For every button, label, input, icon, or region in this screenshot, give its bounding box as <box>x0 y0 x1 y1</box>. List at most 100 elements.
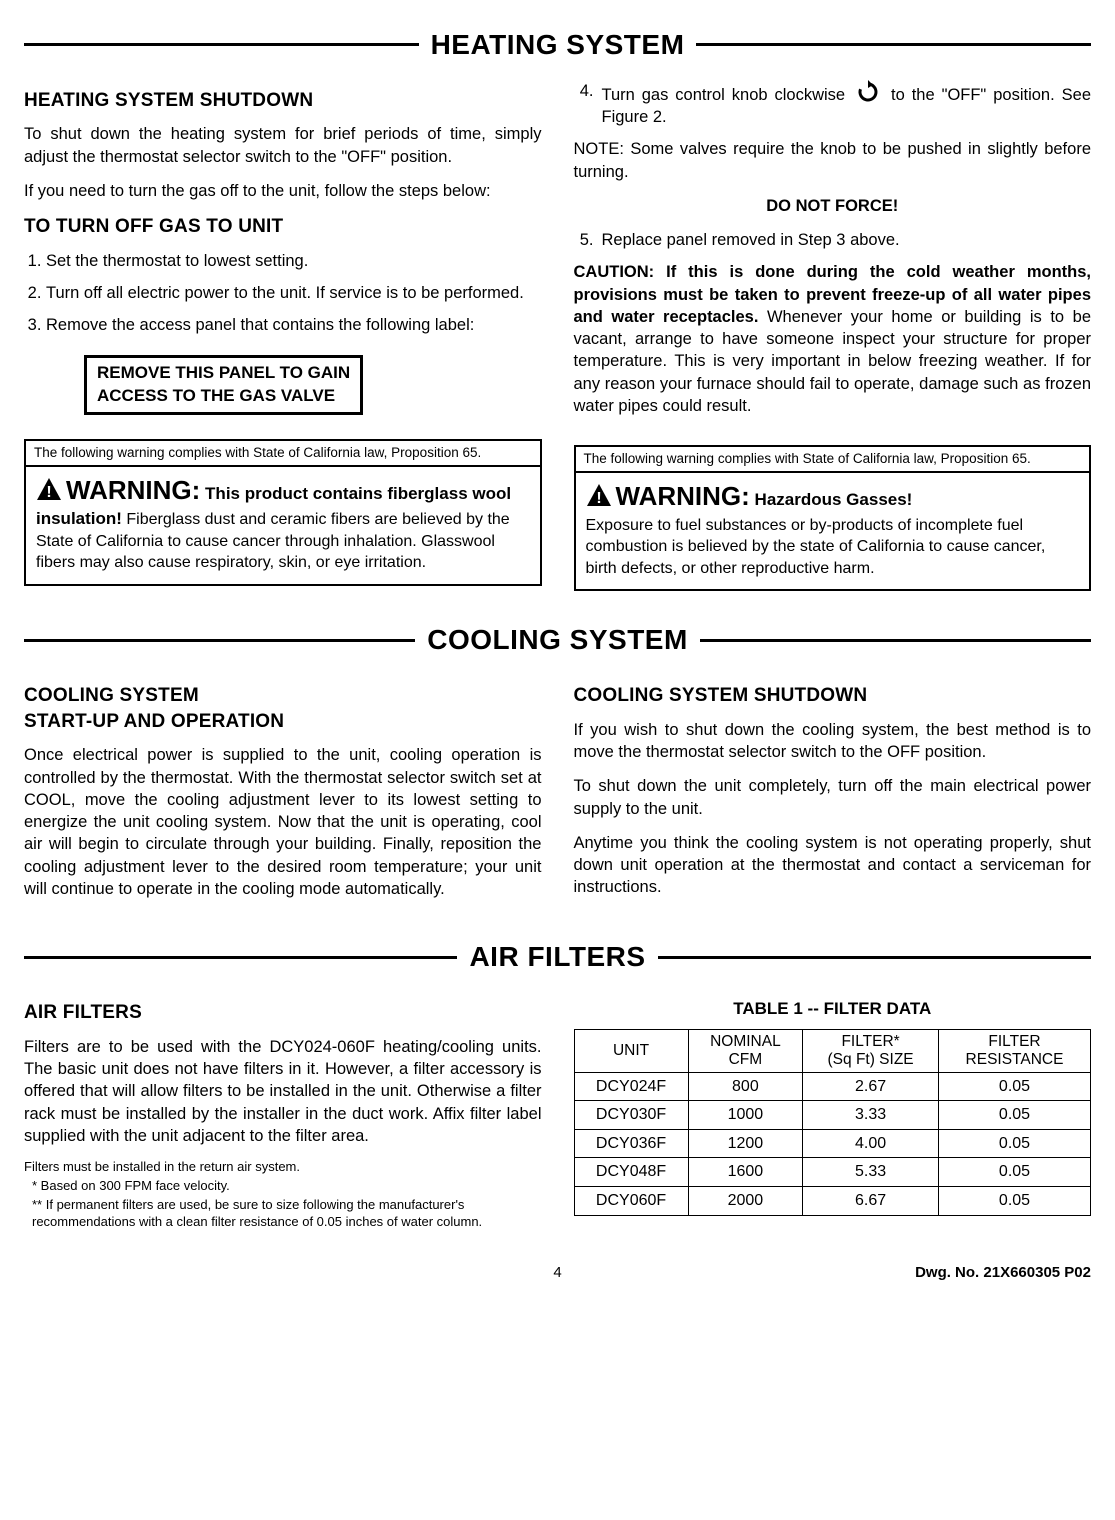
step4-pre: Turn gas control knob clockwise <box>602 86 853 104</box>
table-header: UNIT <box>574 1030 688 1073</box>
body-text: Anytime you think the cooling system is … <box>574 832 1092 899</box>
cooling-right-col: COOLING SYSTEM SHUTDOWN If you wish to s… <box>574 675 1092 912</box>
table-cell: 0.05 <box>939 1101 1091 1130</box>
turn-off-gas-heading: TO TURN OFF GAS TO UNIT <box>24 214 542 240</box>
table-header: NOMINAL CFM <box>688 1030 803 1073</box>
cooling-shutdown-heading: COOLING SYSTEM SHUTDOWN <box>574 683 1092 709</box>
heating-title: HEATING SYSTEM <box>419 26 697 64</box>
warning-fiberglass: The following warning complies with Stat… <box>24 439 542 586</box>
rule-line <box>658 956 1091 959</box>
cooling-left-col: COOLING SYSTEM START-UP AND OPERATION On… <box>24 675 542 912</box>
table-cell: 0.05 <box>939 1158 1091 1187</box>
table-cell: DCY024F <box>574 1072 688 1101</box>
drawing-number: Dwg. No. 21X660305 P02 <box>891 1263 1091 1283</box>
warning-subtitle: Hazardous Gasses! <box>750 490 913 509</box>
table-cell: 2000 <box>688 1187 803 1216</box>
table-cell: 3.33 <box>803 1101 939 1130</box>
table-cell: 6.67 <box>803 1187 939 1216</box>
cooling-startup-heading: COOLING SYSTEM START-UP AND OPERATION <box>24 683 542 734</box>
table-cell: 5.33 <box>803 1158 939 1187</box>
warning-gasses: The following warning complies with Stat… <box>574 445 1092 591</box>
table-cell: 800 <box>688 1072 803 1101</box>
table-cell: DCY036F <box>574 1129 688 1158</box>
step-5: 5. Replace panel removed in Step 3 above… <box>574 229 1092 251</box>
note-text: NOTE: Some valves require the knob to be… <box>574 138 1092 183</box>
caution-text: CAUTION: If this is done during the cold… <box>574 261 1092 417</box>
cooling-columns: COOLING SYSTEM START-UP AND OPERATION On… <box>24 675 1091 912</box>
rule-line <box>24 956 457 959</box>
heating-columns: HEATING SYSTEM SHUTDOWN To shut down the… <box>24 80 1091 592</box>
svg-text:!: ! <box>596 490 601 507</box>
footnote: * Based on 300 FPM face velocity. <box>24 1178 542 1195</box>
warning-body: ! WARNING: Hazardous Gasses! Exposure to… <box>574 471 1092 591</box>
list-item: Turn off all electric power to the unit.… <box>46 282 542 304</box>
rule-line <box>700 639 1091 642</box>
table-cell: DCY048F <box>574 1158 688 1187</box>
table-cell: 1000 <box>688 1101 803 1130</box>
body-text: To shut down the unit completely, turn o… <box>574 775 1092 820</box>
filter-data-table: UNIT NOMINAL CFM FILTER* (Sq Ft) SIZE FI… <box>574 1029 1092 1216</box>
cooling-title: COOLING SYSTEM <box>415 621 700 659</box>
air-filters-heading: AIR FILTERS <box>24 1000 542 1026</box>
warning-triangle-icon: ! <box>36 477 62 508</box>
footnote: ** If permanent filters are used, be sur… <box>24 1197 542 1231</box>
filters-columns: AIR FILTERS Filters are to be used with … <box>24 992 1091 1233</box>
table-row: DCY024F8002.670.05 <box>574 1072 1091 1101</box>
warning-compliance-text: The following warning complies with Stat… <box>24 439 542 465</box>
footnote: Filters must be installed in the return … <box>24 1159 542 1176</box>
do-not-force: DO NOT FORCE! <box>574 195 1092 217</box>
table-cell: 4.00 <box>803 1129 939 1158</box>
table-row: DCY036F12004.000.05 <box>574 1129 1091 1158</box>
page-footer: 4 Dwg. No. 21X660305 P02 <box>24 1263 1091 1283</box>
heating-shutdown-heading: HEATING SYSTEM SHUTDOWN <box>24 88 542 114</box>
turn-off-steps: Set the thermostat to lowest setting. Tu… <box>24 250 542 337</box>
filters-title: AIR FILTERS <box>457 938 657 976</box>
step-4: 4. Turn gas control knob clockwise to th… <box>574 80 1092 129</box>
table-header: FILTER* (Sq Ft) SIZE <box>803 1030 939 1073</box>
remove-panel-label: REMOVE THIS PANEL TO GAIN ACCESS TO THE … <box>84 355 363 415</box>
table-row: DCY030F10003.330.05 <box>574 1101 1091 1130</box>
table-header-row: UNIT NOMINAL CFM FILTER* (Sq Ft) SIZE FI… <box>574 1030 1091 1073</box>
step-number: 4. <box>574 80 596 129</box>
table-cell: 1600 <box>688 1158 803 1187</box>
warning-compliance-text: The following warning complies with Stat… <box>574 445 1092 471</box>
table-cell: 0.05 <box>939 1187 1091 1216</box>
warning-body: ! WARNING: This product contains fibergl… <box>24 465 542 586</box>
filter-footnotes: Filters must be installed in the return … <box>24 1159 542 1231</box>
table-cell: 0.05 <box>939 1072 1091 1101</box>
table-row: DCY060F20006.670.05 <box>574 1187 1091 1216</box>
step-number: 5. <box>574 229 596 251</box>
page-number: 4 <box>224 1263 891 1283</box>
rule-line <box>24 639 415 642</box>
rule-line <box>696 43 1091 46</box>
body-text: Filters are to be used with the DCY024-0… <box>24 1036 542 1147</box>
table-cell: DCY030F <box>574 1101 688 1130</box>
warning-triangle-icon: ! <box>586 483 612 514</box>
svg-text:!: ! <box>46 484 51 501</box>
heating-right-col: 4. Turn gas control knob clockwise to th… <box>574 80 1092 592</box>
body-text: If you wish to shut down the cooling sys… <box>574 719 1092 764</box>
body-text: Once electrical power is supplied to the… <box>24 744 542 900</box>
body-text: If you need to turn the gas off to the u… <box>24 180 542 202</box>
clockwise-arrow-icon <box>856 80 880 104</box>
table-cell: 1200 <box>688 1129 803 1158</box>
step-text: Replace panel removed in Step 3 above. <box>602 229 1092 251</box>
filters-section-header: AIR FILTERS <box>24 938 1091 976</box>
heating-left-col: HEATING SYSTEM SHUTDOWN To shut down the… <box>24 80 542 592</box>
filters-right-col: TABLE 1 -- FILTER DATA UNIT NOMINAL CFM … <box>574 992 1092 1233</box>
body-text: To shut down the heating system for brie… <box>24 123 542 168</box>
table-cell: DCY060F <box>574 1187 688 1216</box>
warning-text: Exposure to fuel substances or by-produc… <box>586 517 1046 577</box>
list-item: Set the thermostat to lowest setting. <box>46 250 542 272</box>
step-text: Turn gas control knob clockwise to the "… <box>602 80 1092 129</box>
table-cell: 2.67 <box>803 1072 939 1101</box>
table-header: FILTER RESISTANCE <box>939 1030 1091 1073</box>
table-row: DCY048F16005.330.05 <box>574 1158 1091 1187</box>
rule-line <box>24 43 419 46</box>
table-cell: 0.05 <box>939 1129 1091 1158</box>
cooling-section-header: COOLING SYSTEM <box>24 621 1091 659</box>
list-item: Remove the access panel that contains th… <box>46 314 542 336</box>
warning-title: WARNING: <box>616 481 750 511</box>
panel-label-line: ACCESS TO THE GAS VALVE <box>97 385 350 408</box>
filter-table-title: TABLE 1 -- FILTER DATA <box>574 998 1092 1021</box>
